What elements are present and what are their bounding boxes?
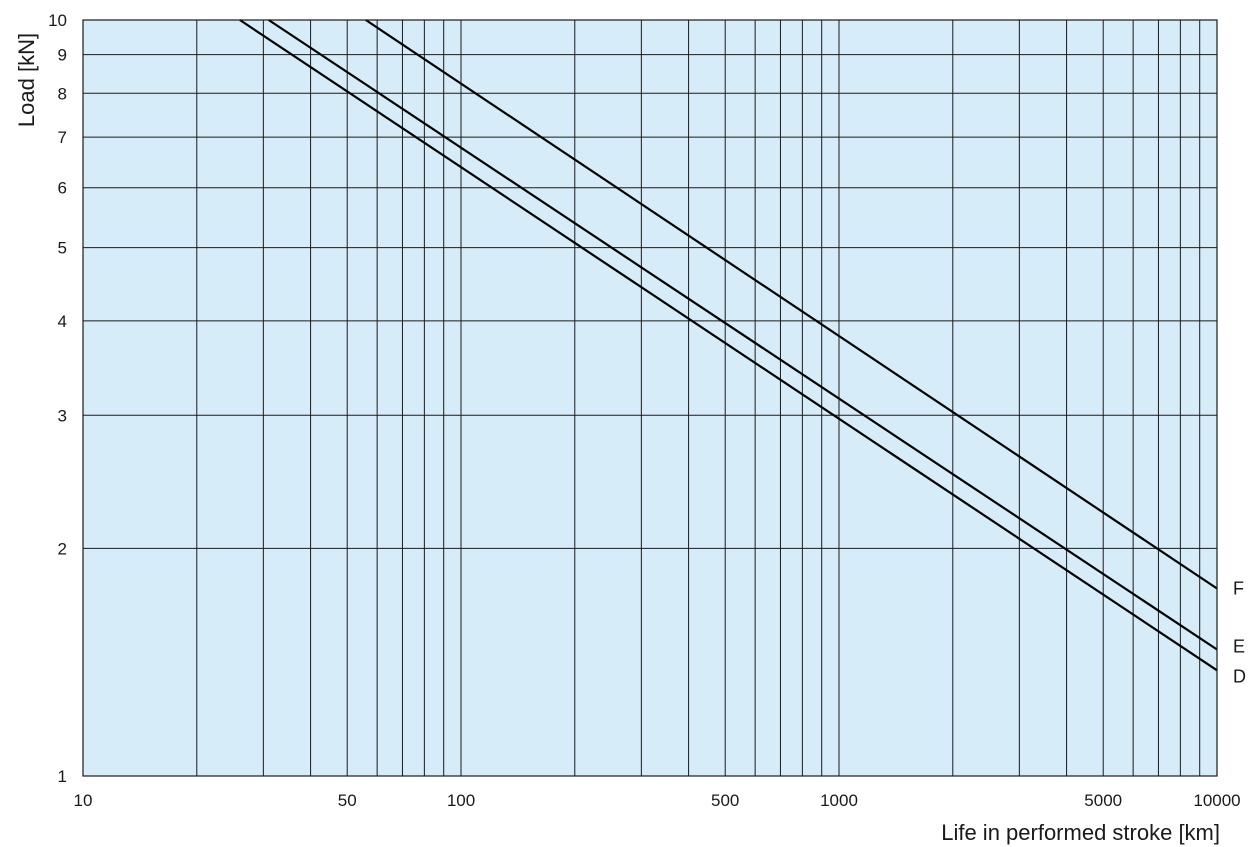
y-tick-label: 10 xyxy=(48,11,67,30)
y-axis-label: Load [kN] xyxy=(14,33,39,127)
series-label-e: E xyxy=(1233,637,1245,657)
y-tick-label: 1 xyxy=(58,767,67,786)
plot-area xyxy=(83,20,1217,776)
plot-frame xyxy=(82,19,1218,777)
series-line-e xyxy=(268,19,1218,651)
y-tick-label: 6 xyxy=(58,179,67,198)
y-tick-label: 8 xyxy=(58,84,67,103)
y-tick-label: 9 xyxy=(58,46,67,65)
x-tick-labels: 10 50 100 500 1000 5000 10000 xyxy=(74,791,1241,810)
x-tick-label: 1000 xyxy=(820,791,858,810)
x-tick-label: 500 xyxy=(711,791,739,810)
series-label-d: D xyxy=(1233,666,1246,686)
y-tick-label: 4 xyxy=(58,312,67,331)
y-tick-label: 7 xyxy=(58,128,67,147)
series-lines xyxy=(239,19,1218,672)
x-tick-label: 5000 xyxy=(1084,791,1122,810)
y-tick-labels: 1 2 3 4 5 6 7 8 9 10 xyxy=(48,11,67,786)
x-tick-label: 10000 xyxy=(1193,791,1240,810)
series-label-f: F xyxy=(1233,579,1244,599)
gridlines xyxy=(83,19,1217,777)
x-tick-label: 100 xyxy=(447,791,475,810)
x-tick-label: 10 xyxy=(74,791,93,810)
y-tick-label: 5 xyxy=(58,239,67,258)
series-labels: F ED xyxy=(1233,579,1246,687)
x-tick-label: 50 xyxy=(338,791,357,810)
y-tick-label: 2 xyxy=(58,539,67,558)
series-line-d xyxy=(239,19,1218,672)
y-tick-label: 3 xyxy=(58,406,67,425)
series-line-f xyxy=(365,19,1218,590)
x-axis-label: Life in performed stroke [km] xyxy=(941,820,1220,845)
